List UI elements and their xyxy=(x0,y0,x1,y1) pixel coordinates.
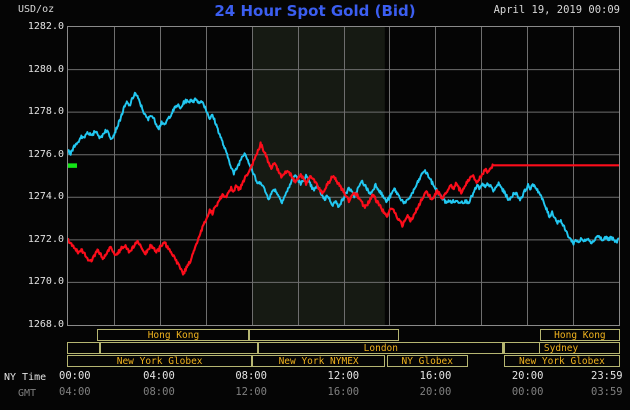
session-bar-hong-kong: Hong Kong xyxy=(539,329,620,341)
session-bar-new-york-globex: New York Globex xyxy=(67,355,253,367)
x-axis-tick-gmt: 04:00 xyxy=(59,386,91,398)
x-axis-tick-ny: 08:00 xyxy=(235,370,267,382)
y-axis-tick: 1280.0 xyxy=(27,63,64,75)
session-bar-segment xyxy=(100,342,258,354)
plot-area xyxy=(67,26,620,326)
session-bar-new-york-globex: New York Globex xyxy=(503,355,620,367)
x-axis-tick-ny: 23:59 xyxy=(591,370,623,382)
x-axis-tick-gmt: 08:00 xyxy=(143,386,175,398)
x-axis-ny-time-label: NY Time xyxy=(4,372,47,383)
x-axis-tick-ny: 12:00 xyxy=(327,370,360,382)
session-bar-london: London xyxy=(257,342,504,354)
x-axis-tick-gmt: 20:00 xyxy=(419,386,452,398)
nymex-session-band xyxy=(252,27,385,325)
y-axis-tick: 1276.0 xyxy=(27,148,64,160)
quote-timestamp: April 19, 2019 00:09 xyxy=(493,4,620,16)
session-bar-segment xyxy=(67,342,101,354)
x-axis-gmt-label: GMT xyxy=(18,388,37,399)
y-axis-tick: 1272.0 xyxy=(27,233,64,245)
x-axis-tick-gmt: 00:00 xyxy=(511,386,544,398)
session-bar-hong-kong: Hong Kong xyxy=(97,329,250,341)
series-line-prev-day xyxy=(68,91,619,246)
session-bar-sydney: Sydney xyxy=(502,342,620,354)
x-axis-tick-gmt: 16:00 xyxy=(327,386,360,398)
price-series-svg xyxy=(68,27,619,325)
x-axis-tick-ny: 16:00 xyxy=(419,370,452,382)
y-axis-tick: 1270.0 xyxy=(27,276,64,288)
last-price-marker xyxy=(68,163,77,168)
session-bar-new-york-nymex: New York NYMEX xyxy=(252,355,385,367)
session-bar-ny-globex: NY Globex xyxy=(386,355,468,367)
y-axis-tick: 1278.0 xyxy=(27,106,64,118)
y-axis-tick: 1268.0 xyxy=(27,319,64,330)
session-bar-segment xyxy=(249,329,399,341)
y-axis-tick: 1282.0 xyxy=(27,21,64,32)
series-line-current-day xyxy=(68,141,619,276)
trading-session-bars: Hong Kong Hong Kong London Sydney New York G… xyxy=(67,329,620,367)
x-axis-tick-gmt: 12:00 xyxy=(235,386,267,398)
x-axis-tick-ny: 00:00 xyxy=(59,370,91,382)
x-axis-tick-gmt: 03:59 xyxy=(591,386,623,398)
x-axis-tick-ny: 20:00 xyxy=(511,370,544,382)
x-axis-tick-ny: 04:00 xyxy=(143,370,175,382)
page-title: 24 Hour Spot Gold (Bid) xyxy=(214,2,416,20)
y-axis-unit-label: USD/oz xyxy=(18,4,55,15)
y-axis-tick: 1274.0 xyxy=(27,191,64,203)
